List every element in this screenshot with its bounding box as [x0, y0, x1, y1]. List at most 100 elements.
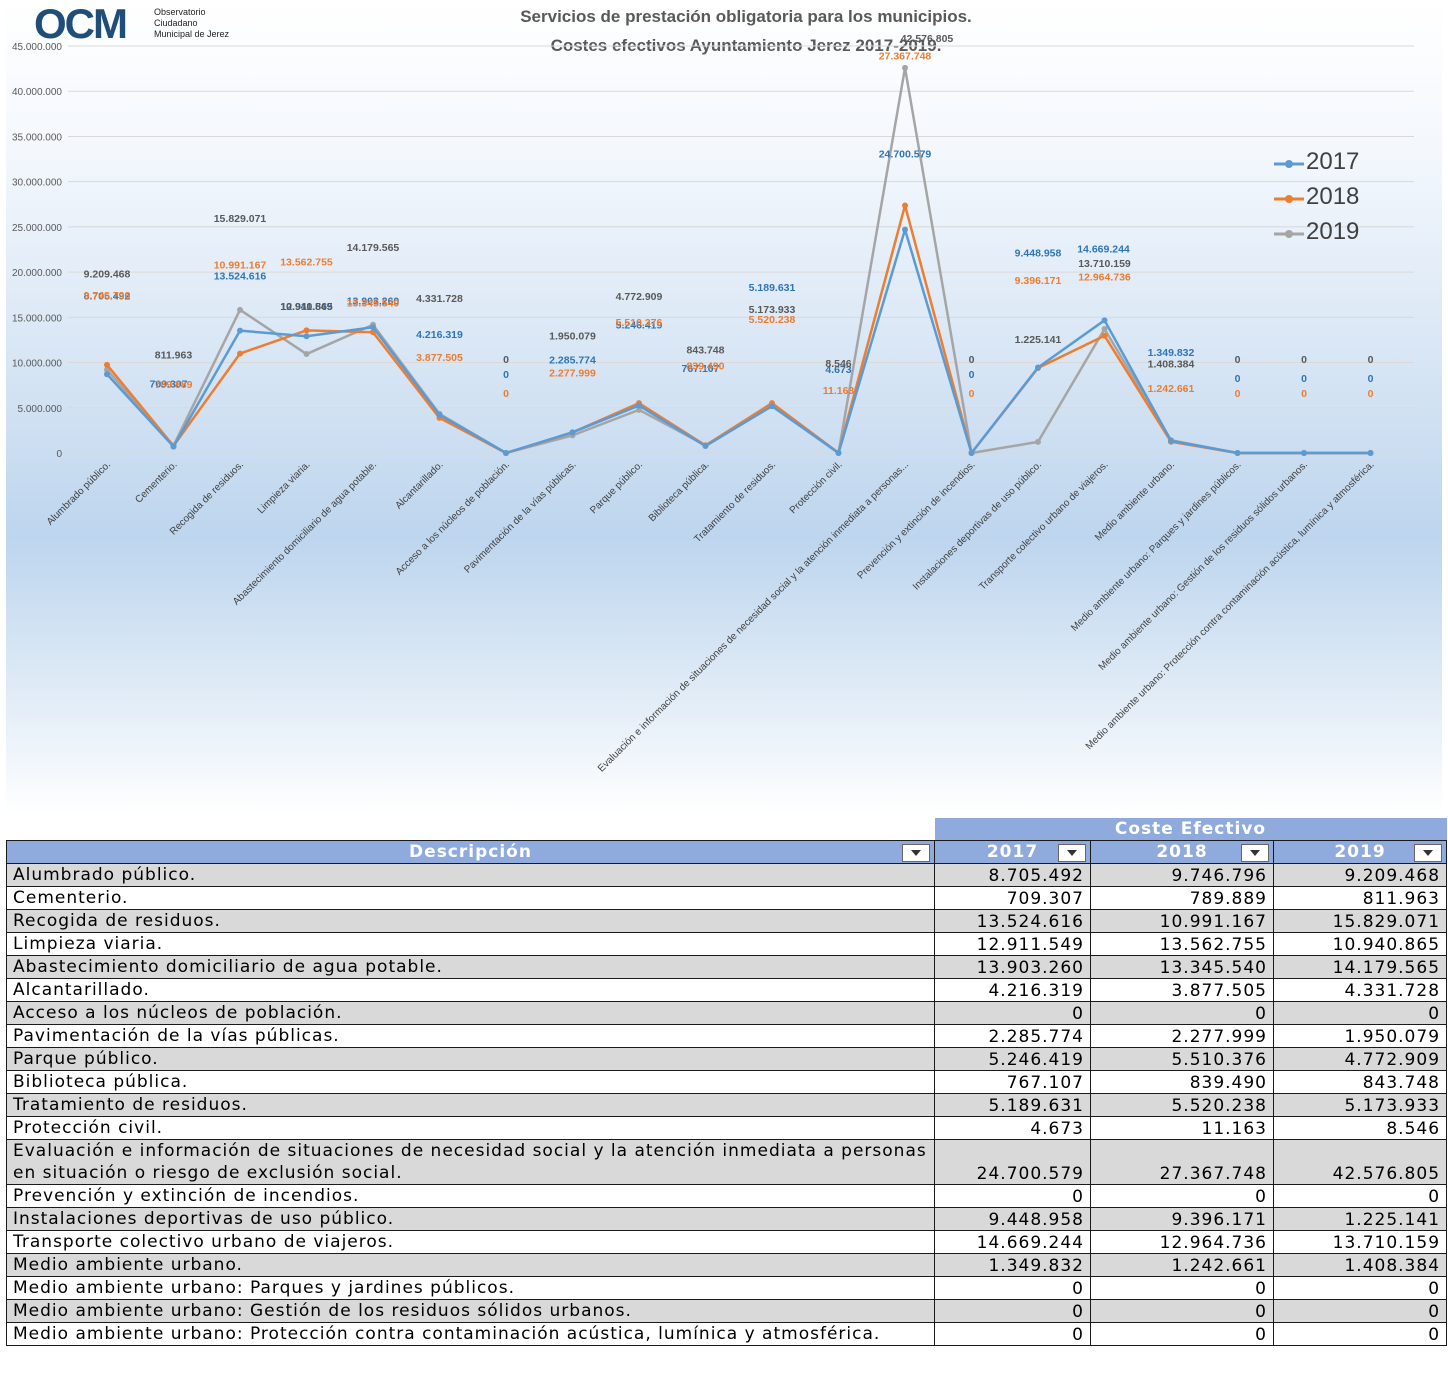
- data-label: 5.246.419: [616, 320, 663, 332]
- data-point: [636, 402, 642, 409]
- table-row: Parque público. 5.246.419 5.510.376 4.772.9…: [6, 1047, 1448, 1071]
- cell-description: Limpieza viaria.: [6, 932, 935, 956]
- data-label: 5.510.376: [616, 317, 663, 329]
- cell-value-2018: 12.964.736: [1090, 1230, 1274, 1254]
- col-header-label: 2018: [1156, 842, 1208, 862]
- cell-value-2018: 0: [1090, 1184, 1274, 1208]
- data-point: [1367, 450, 1374, 456]
- data-point: [902, 226, 908, 233]
- cell-value-2019: 843.748: [1272, 1070, 1448, 1094]
- data-point: [237, 350, 243, 357]
- filter-dropdown-icon[interactable]: [1414, 844, 1443, 862]
- filter-dropdown-icon[interactable]: [1058, 844, 1086, 862]
- data-label: 14.669.244: [1077, 243, 1130, 255]
- data-label: 0: [503, 369, 509, 381]
- cell-value-2019: 0: [1272, 1184, 1448, 1208]
- data-point: [104, 371, 110, 378]
- data-label: 843.748: [687, 344, 725, 356]
- x-tick-label: Pavimentación de la vías públicas.: [462, 459, 578, 575]
- cell-description: Recogida de residuos.: [6, 909, 935, 933]
- data-point: [170, 443, 177, 450]
- cell-value-2018: 2.277.999: [1090, 1024, 1274, 1048]
- cell-value-2018: 9.746.796: [1090, 863, 1274, 887]
- data-label: 11.163: [823, 385, 855, 397]
- col-header-2018: 2018: [1090, 840, 1274, 864]
- data-label: 13.524.616: [214, 271, 267, 283]
- data-label: 8.546: [825, 358, 851, 370]
- cell-value-2017: 5.189.631: [934, 1093, 1091, 1117]
- data-point: [636, 406, 642, 413]
- cell-value-2019: 0: [1272, 1322, 1448, 1346]
- cell-value-2019: 4.331.728: [1272, 978, 1448, 1002]
- data-label: 42.576.805: [901, 33, 954, 45]
- data-label: 1.225.141: [1015, 334, 1062, 346]
- table-row: Limpieza viaria. 12.911.549 13.562.755 10.9…: [6, 932, 1448, 956]
- data-label: 0: [1235, 354, 1241, 366]
- cell-value-2017: 709.307: [934, 886, 1091, 910]
- x-tick-label: Cementerio.: [133, 459, 179, 505]
- table-row: Alcantarillado. 4.216.319 3.877.505 4.331.7…: [6, 978, 1448, 1002]
- legend-label: 2019: [1306, 218, 1360, 245]
- cell-description: Parque público.: [6, 1047, 935, 1071]
- cell-value-2018: 10.991.167: [1090, 909, 1274, 933]
- data-label: 10.940.865: [280, 301, 333, 313]
- table-row: Medio ambiente urbano: Parques y jardine…: [6, 1276, 1448, 1300]
- cell-value-2017: 0: [934, 1299, 1091, 1323]
- data-point: [303, 333, 310, 340]
- cell-description: Evaluación e información de situaciones …: [6, 1139, 935, 1185]
- data-label: 1.242.661: [1148, 383, 1195, 395]
- y-tick-label: 35.000.000: [12, 132, 62, 143]
- data-point: [104, 361, 110, 368]
- data-label: 2.277.999: [549, 367, 596, 379]
- cell-value-2017: 0: [934, 1001, 1091, 1025]
- data-point: [1101, 317, 1108, 324]
- cell-value-2019: 1.950.079: [1272, 1024, 1448, 1048]
- cell-value-2019: 14.179.565: [1272, 955, 1448, 979]
- cell-value-2017: 13.524.616: [934, 909, 1091, 933]
- data-label: 1.950.079: [549, 330, 596, 342]
- x-tick-label: Biblioteca pública.: [647, 459, 712, 524]
- data-label: 5.189.631: [749, 282, 796, 294]
- cost-table: Coste Efectivo Descripción 2017 2018 201…: [6, 818, 1448, 1346]
- data-label: 13.903.260: [347, 295, 400, 307]
- y-tick-label: 20.000.000: [12, 268, 62, 279]
- group-header-row: Coste Efectivo: [6, 818, 1447, 841]
- series-line-2017: [106, 228, 1371, 455]
- cell-value-2017: 767.107: [934, 1070, 1091, 1094]
- data-label: 767.107: [682, 363, 720, 375]
- legend-item-2017: 2017: [1274, 148, 1394, 183]
- x-tick-label: Protección civil.: [788, 459, 845, 516]
- data-label: 709.307: [150, 379, 188, 391]
- line-chart: 0 5.000.000 10.000.000 15.000.000 20.000.000…: [12, 33, 1414, 775]
- logo-line: Ciudadano: [154, 18, 198, 28]
- data-label: 1.408.384: [1148, 358, 1195, 370]
- logo-text: Observatorio Ciudadano Municipal de Jere…: [154, 7, 229, 40]
- table-row: Recogida de residuos. 13.524.616 10.991.16…: [6, 909, 1448, 933]
- x-tick-label: Limpieza viaria.: [256, 459, 313, 516]
- table-row: Medio ambiente urbano: Gestión de los re…: [6, 1299, 1448, 1323]
- data-label: 24.700.579: [879, 149, 932, 161]
- cell-value-2018: 5.520.238: [1090, 1093, 1274, 1117]
- data-label: 9.209.468: [84, 269, 131, 281]
- cell-value-2017: 0: [934, 1322, 1091, 1346]
- data-label: 10.991.167: [214, 260, 267, 272]
- ocm-logo: OCM Observatorio Ciudadano Municipal de …: [34, 0, 244, 47]
- filter-dropdown-icon[interactable]: [1241, 844, 1269, 862]
- data-label: 4.216.319: [416, 329, 463, 341]
- cell-value-2018: 839.490: [1090, 1070, 1274, 1094]
- data-point: [237, 327, 243, 334]
- cell-value-2019: 9.209.468: [1272, 863, 1448, 887]
- data-label: 3.877.505: [416, 352, 463, 364]
- data-label: 5.520.238: [749, 314, 796, 326]
- logo-mark: OCM: [34, 0, 128, 47]
- legend-label: 2018: [1306, 183, 1360, 210]
- data-point: [968, 450, 975, 456]
- cell-value-2019: 42.576.805: [1272, 1139, 1448, 1185]
- data-label: 839.490: [687, 360, 725, 372]
- data-label: 12.911.549: [281, 301, 333, 313]
- filter-dropdown-icon[interactable]: [902, 844, 930, 862]
- data-point: [1101, 325, 1108, 332]
- table-row: Evaluación e información de situaciones …: [6, 1139, 1448, 1185]
- x-tick-label: Parque público.: [588, 459, 645, 516]
- data-label: 0: [1301, 373, 1307, 385]
